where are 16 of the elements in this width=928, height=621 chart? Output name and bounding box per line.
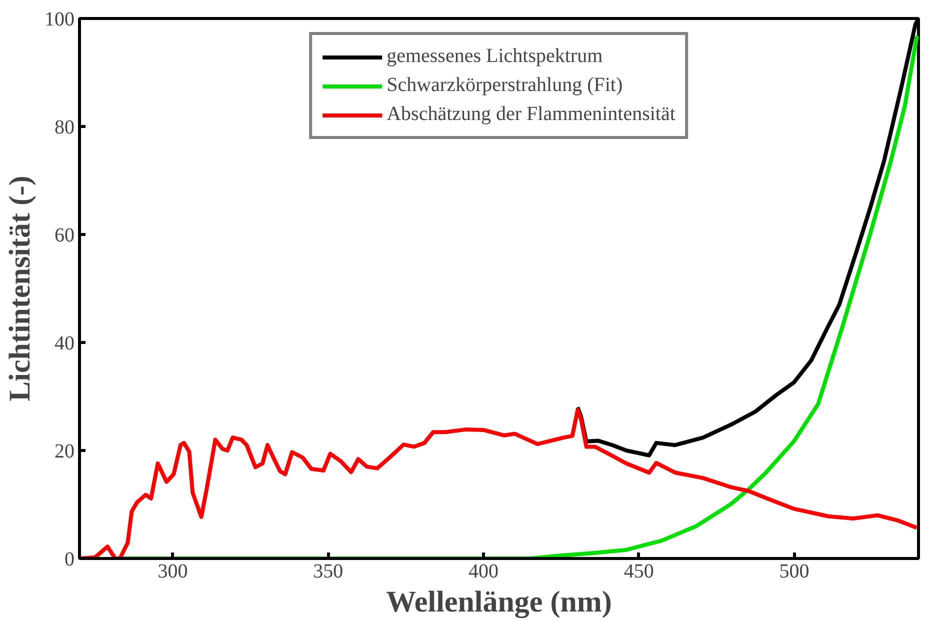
x-axis-title: Wellenlänge (nm) bbox=[386, 586, 612, 618]
y-tick-label: 40 bbox=[54, 332, 74, 354]
legend-label: gemessenes Lichtspektrum bbox=[386, 45, 603, 68]
y-tick-label: 100 bbox=[44, 8, 74, 30]
x-tick-label: 300 bbox=[158, 560, 188, 582]
y-tick-label: 20 bbox=[54, 440, 74, 462]
y-tick-label: 60 bbox=[54, 224, 74, 246]
x-tick-label: 400 bbox=[468, 560, 498, 582]
legend-label: Schwarzkörperstrahlung (Fit) bbox=[386, 74, 623, 97]
y-tick-label: 0 bbox=[64, 548, 74, 570]
x-tick-label: 350 bbox=[313, 560, 344, 582]
y-axis-title: Lichtintensität (-) bbox=[4, 176, 36, 402]
legend-label: Abschätzung der Flammenintensität bbox=[386, 103, 676, 126]
x-tick-label: 500 bbox=[779, 560, 810, 582]
y-tick-label: 80 bbox=[54, 116, 74, 138]
x-tick-label: 450 bbox=[624, 560, 654, 582]
